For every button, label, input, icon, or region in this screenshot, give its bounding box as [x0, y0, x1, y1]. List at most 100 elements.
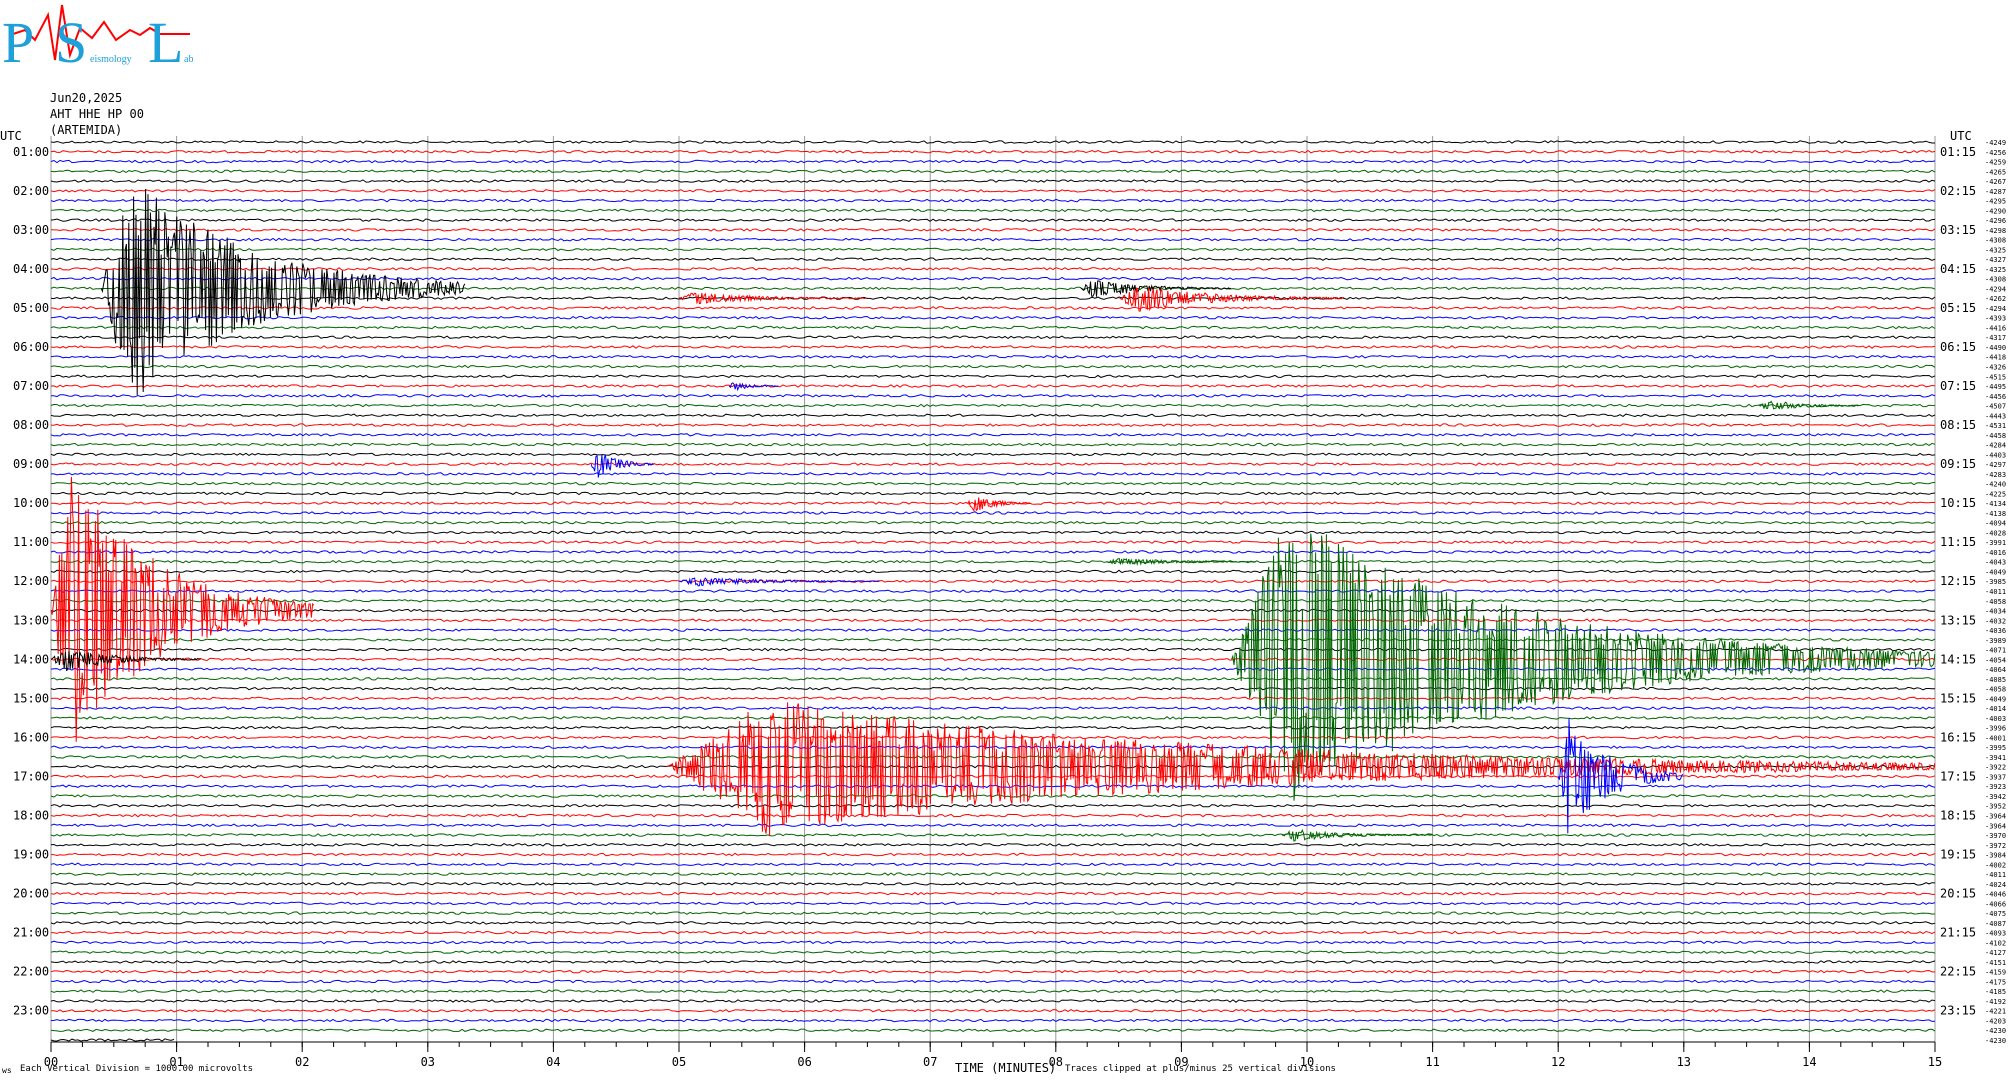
trace-row	[50, 296, 1936, 301]
trace-row	[50, 921, 1936, 925]
trace-row	[50, 940, 1936, 945]
row-offset-label: -4003	[1985, 715, 2006, 723]
right-hour-label: 15:15	[1940, 691, 1976, 705]
row-offset-label: -4490	[1985, 344, 2006, 352]
trace-row	[50, 159, 1936, 164]
event-trace-6	[590, 454, 654, 478]
right-hour-label: 13:15	[1940, 613, 1976, 627]
row-offset-label: -3964	[1985, 822, 2006, 830]
row-offset-label: -3964	[1985, 813, 2006, 821]
row-offset-label: -4515	[1985, 373, 2006, 381]
row-offset-label: -4507	[1985, 403, 2006, 411]
x-tick-label: 02	[295, 1055, 309, 1069]
row-offset-label: -4085	[1985, 676, 2006, 684]
row-offset-label: -4203	[1985, 1018, 2006, 1026]
left-hour-label: 15:00	[13, 691, 49, 705]
trace-row	[50, 179, 1936, 183]
row-offset-label: -4290	[1985, 207, 2006, 215]
row-offset-label: -4036	[1985, 627, 2006, 635]
trace-row	[50, 569, 1936, 574]
row-offset-label: -4034	[1985, 608, 2006, 616]
event-trace-8	[1105, 557, 1257, 567]
trace-row	[50, 442, 1936, 447]
trace-row	[50, 247, 1936, 252]
row-offset-label: -4230	[1985, 1027, 2006, 1035]
x-tick-label: 11	[1425, 1055, 1439, 1069]
trace-row	[50, 433, 1936, 437]
left-hour-label: 03:00	[13, 223, 49, 237]
trace-row	[50, 833, 1936, 837]
trace-row	[50, 1038, 175, 1042]
trace-row	[50, 374, 1936, 379]
right-hour-label: 06:15	[1940, 340, 1976, 354]
left-hour-label: 04:00	[13, 262, 49, 276]
trace-row	[50, 579, 1936, 584]
trace-row	[50, 491, 1936, 496]
trace-row	[50, 540, 1936, 544]
left-hour-label: 02:00	[13, 184, 49, 198]
record-date: Jun20,2025	[50, 91, 123, 105]
station-name: (ARTEMIDA)	[50, 123, 123, 137]
trace-row	[50, 306, 1936, 310]
row-offset-label: -4064	[1985, 666, 2006, 674]
row-offset-label: -4043	[1985, 559, 2006, 567]
footer-small-mark: ws	[2, 1066, 12, 1075]
trace-row	[50, 530, 1936, 535]
x-tick-label: 12	[1551, 1055, 1565, 1069]
row-offset-label: -4221	[1985, 1008, 2006, 1016]
row-offset-label: -4249	[1985, 139, 2006, 147]
trace-row	[50, 784, 1936, 789]
left-hour-label: 01:00	[13, 145, 49, 159]
row-offset-label: -3937	[1985, 774, 2006, 782]
station-code: AHT HHE HP 00	[50, 107, 144, 121]
row-offset-label: -4308	[1985, 237, 2006, 245]
left-hour-label: 11:00	[13, 535, 49, 549]
trace-row	[50, 852, 1936, 857]
trace-row	[50, 638, 1936, 642]
right-hour-label: 08:15	[1940, 418, 1976, 432]
row-offset-label: -3952	[1985, 803, 2006, 811]
row-offset-label: -3984	[1985, 852, 2006, 860]
clip-note: Traces clipped at plus/minus 25 vertical…	[1065, 1064, 1336, 1074]
event-trace-13	[666, 702, 1936, 837]
row-offset-label: -4028	[1985, 529, 2006, 537]
row-offset-label: -4071	[1985, 647, 2006, 655]
left-hour-label: 05:00	[13, 301, 49, 315]
row-offset-label: -4256	[1985, 149, 2006, 157]
right-hour-label: 03:15	[1940, 223, 1976, 237]
row-offset-label: -4294	[1985, 305, 2006, 313]
trace-row	[50, 520, 1936, 525]
row-offset-label: -3991	[1985, 539, 2006, 547]
row-offset-label: -4283	[1985, 471, 2006, 479]
row-offset-label: -4066	[1985, 900, 2006, 908]
row-offset-label: -3942	[1985, 793, 2006, 801]
trace-row	[50, 452, 1936, 457]
row-offset-label: -4284	[1985, 442, 2006, 450]
event-trace-5	[1759, 400, 1859, 410]
trace-row	[50, 149, 1936, 154]
x-tick-label: 08	[1049, 1055, 1063, 1069]
left-hour-label: 17:00	[13, 770, 49, 784]
right-hour-label: 12:15	[1940, 574, 1976, 588]
trace-row	[50, 862, 1936, 867]
trace-row	[50, 462, 1936, 466]
trace-row	[50, 413, 1936, 418]
trace-row	[50, 423, 1936, 427]
trace-row	[50, 764, 1936, 769]
trace-row	[50, 364, 1936, 369]
left-hour-label: 16:00	[13, 730, 49, 744]
row-offset-label: -4296	[1985, 217, 2006, 225]
trace-row	[50, 237, 1936, 242]
row-offset-label: -4259	[1985, 159, 2006, 167]
right-hour-label: 17:15	[1940, 770, 1976, 784]
right-hour-label: 01:15	[1940, 145, 1976, 159]
row-offset-label: -4230	[1985, 1037, 2006, 1045]
trace-row	[50, 960, 1936, 964]
x-tick-label: 00	[44, 1055, 58, 1069]
trace-row	[50, 384, 1936, 388]
row-offset-label: -4093	[1985, 930, 2006, 938]
trace-row	[50, 725, 1936, 730]
trace-row	[50, 559, 1936, 564]
row-offset-label: -4531	[1985, 422, 2006, 430]
x-tick-label: 09	[1174, 1055, 1188, 1069]
